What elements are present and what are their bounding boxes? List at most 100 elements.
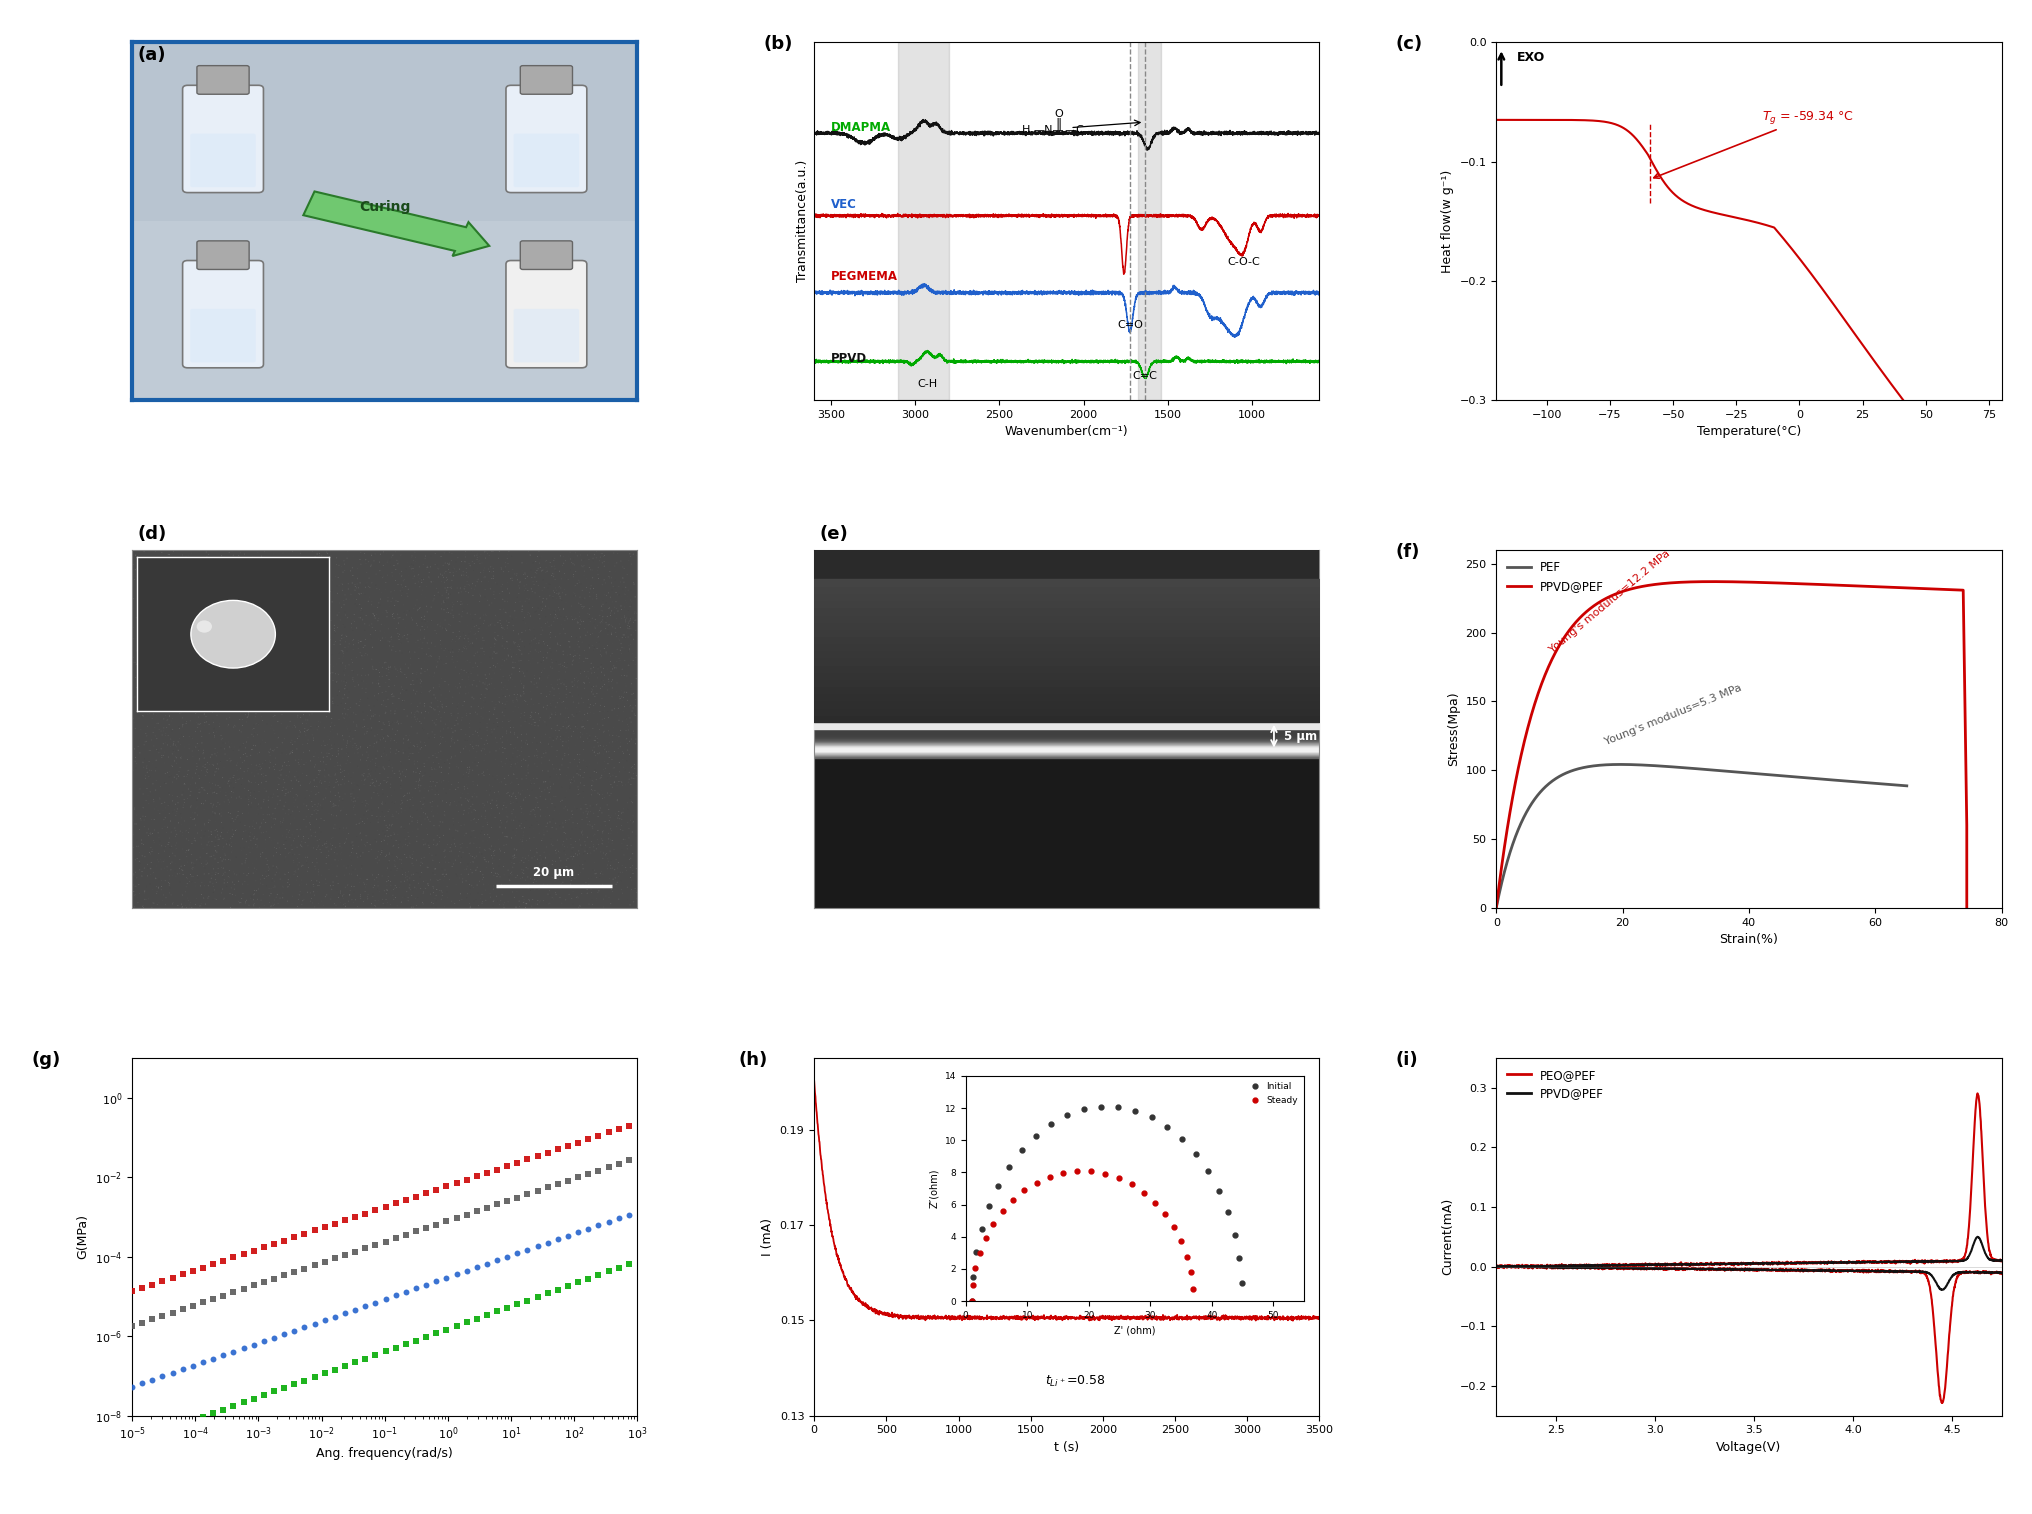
Point: [482, 1248, 514, 1272]
Point: [382, 759, 415, 783]
Point: [386, 790, 419, 815]
Point: [587, 550, 620, 574]
Point: [260, 583, 293, 607]
Point: [238, 716, 270, 740]
Point: [327, 592, 360, 616]
Point: [496, 699, 528, 724]
Point: [494, 864, 526, 889]
Point: [317, 792, 350, 816]
Point: [319, 733, 352, 757]
Point: [510, 586, 543, 610]
Point: [524, 650, 557, 674]
Point: [236, 718, 268, 742]
Point: [278, 861, 311, 886]
Point: [319, 869, 352, 893]
Point: [390, 574, 423, 598]
Point: [402, 598, 435, 622]
Point: [358, 774, 390, 798]
Point: [577, 833, 610, 857]
Point: [567, 825, 599, 849]
Point: [502, 772, 534, 796]
Point: [504, 589, 536, 613]
Point: [583, 740, 616, 765]
Point: [138, 548, 171, 572]
Point: [171, 845, 203, 869]
Point: [276, 589, 309, 613]
Point: [311, 702, 343, 727]
Point: [207, 816, 240, 840]
Point: [589, 610, 622, 634]
Point: [415, 799, 447, 824]
Point: [575, 777, 608, 801]
Point: [473, 780, 506, 804]
Point: [197, 793, 230, 818]
Point: [138, 560, 171, 584]
Point: [364, 848, 396, 872]
Text: (f): (f): [1396, 544, 1420, 562]
Point: [528, 539, 561, 563]
Point: [384, 639, 417, 663]
Point: [435, 874, 467, 898]
Point: [171, 765, 203, 789]
Point: [536, 565, 569, 589]
Point: [118, 821, 150, 845]
Point: [362, 659, 394, 683]
Point: [197, 637, 230, 662]
Point: [333, 724, 366, 748]
Point: [226, 786, 258, 810]
Point: [356, 748, 388, 772]
Point: [496, 657, 528, 681]
Point: [455, 795, 488, 819]
Point: [451, 1258, 484, 1282]
Point: [404, 789, 437, 813]
Point: [138, 575, 171, 600]
Point: [573, 793, 606, 818]
Point: [480, 810, 512, 834]
Point: [480, 805, 512, 830]
Point: [358, 701, 390, 725]
Point: [356, 656, 388, 680]
Point: [536, 651, 569, 675]
Point: [323, 628, 356, 653]
Point: [278, 795, 311, 819]
Point: [230, 889, 262, 913]
Point: [569, 677, 601, 701]
Point: [606, 780, 638, 804]
Point: [126, 618, 158, 642]
Point: [258, 553, 291, 577]
Point: [345, 607, 378, 631]
Point: [415, 695, 447, 719]
Point: [197, 799, 230, 824]
Point: [616, 842, 648, 866]
Point: [431, 874, 463, 898]
Point: [473, 886, 506, 910]
Point: [270, 566, 303, 590]
Point: [392, 622, 425, 646]
Point: [238, 1387, 270, 1411]
Point: [246, 762, 278, 786]
Point: [177, 864, 209, 889]
Point: [581, 562, 614, 586]
Point: [575, 799, 608, 824]
Point: [272, 781, 305, 805]
Point: [532, 1281, 565, 1305]
Point: [595, 892, 628, 916]
Point: [282, 724, 315, 748]
Point: [360, 846, 392, 871]
Point: [356, 884, 388, 908]
Point: [193, 565, 226, 589]
Point: [565, 544, 597, 568]
Point: [561, 886, 593, 910]
Point: [258, 548, 291, 572]
Point: [171, 852, 203, 877]
Point: [451, 781, 484, 805]
Point: [152, 713, 185, 737]
Point: [595, 877, 628, 901]
Point: [177, 1260, 209, 1284]
Point: [358, 734, 390, 759]
Point: [150, 668, 183, 692]
Point: [606, 606, 638, 630]
Point: [412, 855, 445, 880]
Point: [587, 544, 620, 568]
Point: [356, 798, 388, 822]
